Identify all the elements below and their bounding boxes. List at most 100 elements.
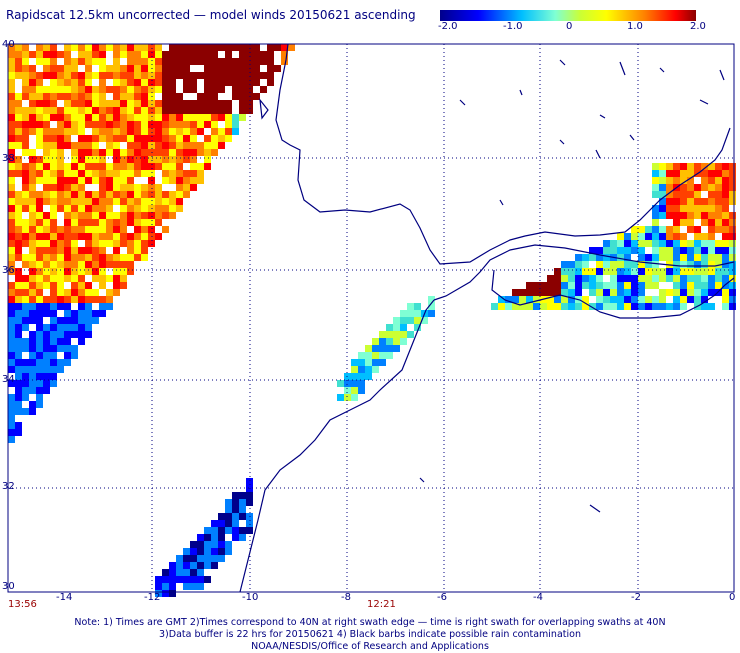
swath-cell xyxy=(43,58,50,65)
swath-cell xyxy=(36,212,43,219)
swath-cell xyxy=(99,72,106,79)
swath-cell xyxy=(43,72,50,79)
swath-cell xyxy=(246,86,253,93)
swath-cell xyxy=(708,226,715,233)
swath-cell xyxy=(99,205,106,212)
swath-cell xyxy=(64,289,71,296)
swath-cell xyxy=(190,156,197,163)
swath-cell xyxy=(659,191,666,198)
swath-cell xyxy=(113,72,120,79)
swath-cell xyxy=(694,212,701,219)
swath-cell xyxy=(50,240,57,247)
swath-cell xyxy=(64,338,71,345)
swath-cell xyxy=(141,51,148,58)
swath-cell xyxy=(57,254,64,261)
swath-cell xyxy=(22,93,29,100)
swath-cell xyxy=(729,289,736,296)
swath-cell xyxy=(701,184,708,191)
swath-cell xyxy=(694,198,701,205)
swath-cell xyxy=(190,128,197,135)
swath-cell xyxy=(8,65,15,72)
swath-cell xyxy=(36,296,43,303)
swath-cell xyxy=(36,338,43,345)
swath-cell xyxy=(8,303,15,310)
swath-cell xyxy=(29,170,36,177)
swath-cell xyxy=(106,142,113,149)
swath-cell xyxy=(708,303,715,310)
swath-cell xyxy=(211,114,218,121)
swath-cell xyxy=(43,121,50,128)
swath-cell xyxy=(540,289,547,296)
swath-cell xyxy=(638,296,645,303)
swath-cell xyxy=(71,352,78,359)
swath-cell xyxy=(64,205,71,212)
swath-cell xyxy=(680,289,687,296)
swath-cell xyxy=(169,51,176,58)
swath-cell xyxy=(155,205,162,212)
swath-cell xyxy=(50,149,57,156)
swath-cell xyxy=(71,163,78,170)
swath-cell xyxy=(36,317,43,324)
swath-cell xyxy=(22,296,29,303)
swath-cell xyxy=(197,583,204,590)
swath-cell xyxy=(680,240,687,247)
swath-cell xyxy=(29,310,36,317)
swath-cell xyxy=(92,149,99,156)
swath-cell xyxy=(694,163,701,170)
swath-cell xyxy=(64,44,71,51)
swath-cell xyxy=(15,317,22,324)
swath-cell xyxy=(372,366,379,373)
swath-cell xyxy=(99,226,106,233)
swath-cell xyxy=(589,275,596,282)
swath-cell xyxy=(36,100,43,107)
swath-cell xyxy=(36,268,43,275)
swath-cell xyxy=(85,191,92,198)
swath-cell xyxy=(708,268,715,275)
swath-cell xyxy=(106,72,113,79)
swath-cell xyxy=(183,177,190,184)
swath-cell xyxy=(239,506,246,513)
swath-cell xyxy=(127,114,134,121)
swath-cell xyxy=(176,555,183,562)
swath-cell xyxy=(645,303,652,310)
swath-cell xyxy=(99,303,106,310)
swath-cell xyxy=(127,184,134,191)
swath-cell xyxy=(232,86,239,93)
swath-cell xyxy=(512,289,519,296)
swath-cell xyxy=(211,548,218,555)
swath-cell xyxy=(694,261,701,268)
swath-cell xyxy=(113,135,120,142)
swath-cell xyxy=(85,289,92,296)
swath-cell xyxy=(15,275,22,282)
colorbar-tick-label: -2.0 xyxy=(438,21,458,32)
swath-cell xyxy=(43,93,50,100)
colorbar-tick-label: 2.0 xyxy=(690,21,706,32)
swath-cell xyxy=(638,240,645,247)
swath-cell xyxy=(218,100,225,107)
swath-cell xyxy=(29,100,36,107)
swath-cell xyxy=(8,408,15,415)
swath-cell xyxy=(680,254,687,261)
swath-cell xyxy=(715,219,722,226)
swath-cell xyxy=(162,72,169,79)
swath-cell xyxy=(246,520,253,527)
swath-cell xyxy=(113,198,120,205)
swath-cell xyxy=(106,233,113,240)
swath-cell xyxy=(239,58,246,65)
swath-cell xyxy=(715,205,722,212)
swath-cell xyxy=(36,394,43,401)
swath-cell xyxy=(141,149,148,156)
swath-cell xyxy=(722,268,729,275)
swath-cell xyxy=(22,303,29,310)
swath-cell xyxy=(22,282,29,289)
swath-cell xyxy=(78,317,85,324)
swath-cell xyxy=(71,100,78,107)
swath-cell xyxy=(92,289,99,296)
swath-cell xyxy=(22,86,29,93)
swath-cell xyxy=(78,282,85,289)
swath-cell xyxy=(372,359,379,366)
swath-cell xyxy=(687,198,694,205)
swath-cell xyxy=(99,51,106,58)
swath-cell xyxy=(50,135,57,142)
swath-cell xyxy=(120,261,127,268)
